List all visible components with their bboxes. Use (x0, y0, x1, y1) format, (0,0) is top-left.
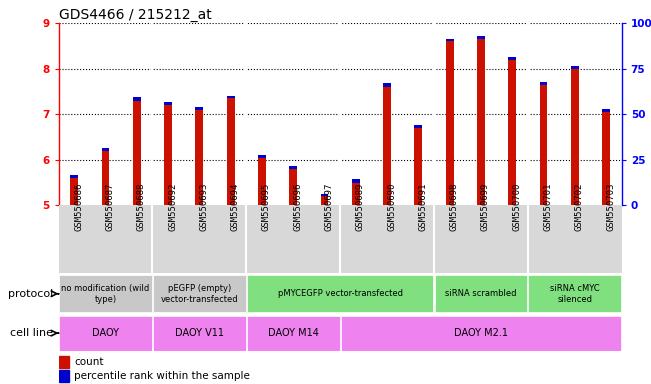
Bar (415, 128, 422, 205)
Bar (383, 83, 391, 87)
Bar (153, 316, 245, 351)
Text: GSM550691: GSM550691 (419, 183, 427, 231)
Text: GDS4466 / 215212_at: GDS4466 / 215212_at (59, 8, 212, 22)
Bar (247, 316, 340, 351)
Bar (602, 109, 610, 112)
Bar (529, 275, 621, 312)
Bar (258, 157, 266, 205)
Text: siRNA cMYC
silenced: siRNA cMYC silenced (550, 284, 600, 304)
Text: cell line: cell line (10, 328, 53, 338)
Bar (59, 356, 69, 368)
Text: GSM550687: GSM550687 (105, 183, 115, 231)
Bar (477, 39, 485, 205)
Bar (227, 98, 234, 205)
Text: GSM550699: GSM550699 (481, 183, 490, 231)
Text: DAOY M2.1: DAOY M2.1 (454, 328, 508, 338)
Text: DAOY: DAOY (92, 328, 119, 338)
Bar (102, 148, 109, 151)
Bar (195, 107, 203, 110)
Text: GSM550689: GSM550689 (356, 183, 365, 231)
Bar (352, 179, 360, 183)
Bar (508, 57, 516, 60)
Text: GSM550688: GSM550688 (137, 183, 146, 231)
Bar (571, 69, 579, 205)
Bar (258, 155, 266, 157)
Bar (153, 275, 245, 312)
Bar (415, 125, 422, 128)
Bar (540, 84, 547, 205)
Text: GSM550686: GSM550686 (74, 183, 83, 231)
Bar (540, 82, 547, 84)
Text: pEGFP (empty)
vector-transfected: pEGFP (empty) vector-transfected (161, 284, 238, 304)
Bar (164, 103, 172, 105)
Text: GSM550694: GSM550694 (230, 183, 240, 231)
Bar (133, 97, 141, 101)
Bar (59, 275, 152, 312)
Bar (70, 175, 78, 178)
Bar (571, 66, 579, 69)
Bar (289, 166, 297, 169)
Bar (383, 87, 391, 205)
Bar (289, 169, 297, 205)
Bar (477, 36, 485, 39)
Text: GSM550698: GSM550698 (450, 183, 459, 231)
Bar (70, 178, 78, 205)
Bar (602, 112, 610, 205)
Text: protocol: protocol (8, 289, 53, 299)
Text: GSM550693: GSM550693 (199, 183, 208, 231)
Bar (195, 110, 203, 205)
Bar (435, 275, 527, 312)
Bar (59, 205, 622, 273)
Text: GSM550696: GSM550696 (293, 183, 302, 231)
Bar (320, 196, 328, 205)
Text: GSM550690: GSM550690 (387, 183, 396, 231)
Text: GSM550702: GSM550702 (575, 183, 584, 231)
Text: GSM550701: GSM550701 (544, 183, 553, 231)
Text: percentile rank within the sample: percentile rank within the sample (74, 371, 250, 381)
Text: siRNA scrambled: siRNA scrambled (445, 289, 517, 298)
Text: pMYCEGFP vector-transfected: pMYCEGFP vector-transfected (277, 289, 403, 298)
Bar (227, 96, 234, 98)
Text: GSM550703: GSM550703 (606, 183, 615, 231)
Text: DAOY V11: DAOY V11 (175, 328, 224, 338)
Bar (508, 60, 516, 205)
Bar (133, 101, 141, 205)
Text: no modification (wild
type): no modification (wild type) (61, 284, 150, 304)
Bar (340, 316, 621, 351)
Text: GSM550700: GSM550700 (512, 183, 521, 231)
Text: count: count (74, 357, 104, 367)
Text: DAOY M14: DAOY M14 (268, 328, 318, 338)
Text: GSM550692: GSM550692 (168, 183, 177, 231)
Bar (59, 371, 69, 382)
Text: GSM550695: GSM550695 (262, 183, 271, 231)
Bar (247, 275, 434, 312)
Bar (102, 151, 109, 205)
Bar (320, 194, 328, 196)
Bar (164, 105, 172, 205)
Text: GSM550697: GSM550697 (324, 183, 333, 231)
Bar (446, 38, 454, 41)
Bar (59, 316, 152, 351)
Bar (446, 41, 454, 205)
Bar (352, 183, 360, 205)
